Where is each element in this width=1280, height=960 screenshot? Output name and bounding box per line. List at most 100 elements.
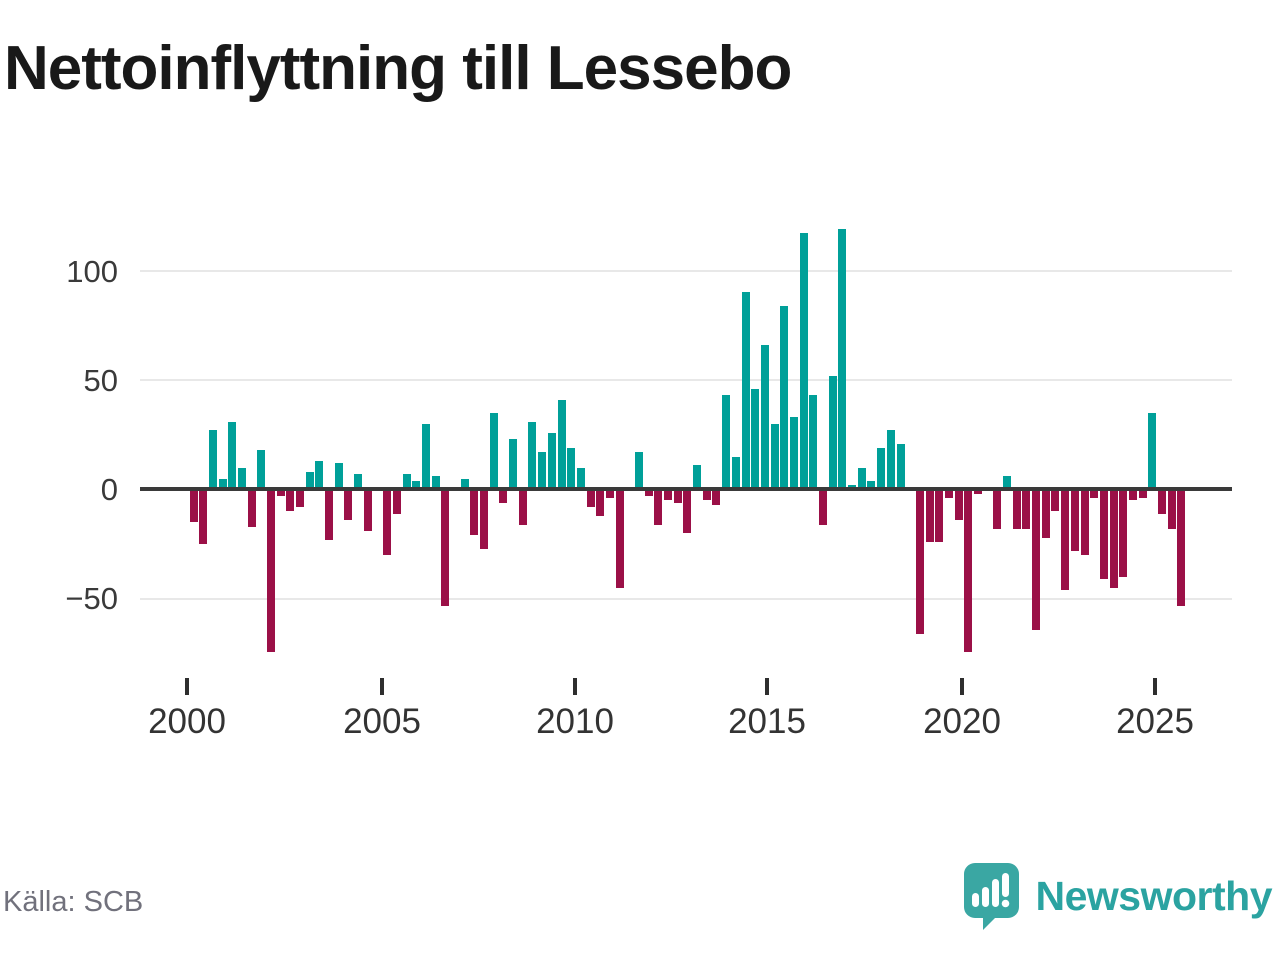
bar-chart-speech-bubble-icon bbox=[963, 863, 1019, 930]
bar-2016Q3 bbox=[828, 375, 837, 490]
y-tick-label-100: 100 bbox=[66, 254, 118, 289]
x-tick-label-2010: 2010 bbox=[536, 702, 614, 741]
bar-2012Q1 bbox=[654, 489, 663, 525]
bar-2010Q2 bbox=[586, 489, 595, 508]
bar-2002Q1 bbox=[266, 489, 275, 652]
bar-2007Q1 bbox=[460, 478, 469, 490]
bar-2005Q3 bbox=[402, 474, 411, 490]
bar-2005Q2 bbox=[392, 489, 401, 514]
bar-2016Q4 bbox=[838, 228, 847, 490]
x-tick-2015 bbox=[765, 678, 769, 695]
bar-2019Q2 bbox=[935, 489, 944, 543]
bar-2011Q4 bbox=[644, 489, 653, 497]
bar-2012Q2 bbox=[664, 489, 673, 501]
y-tick-label-50: 50 bbox=[83, 363, 118, 398]
bar-2024Q3 bbox=[1138, 489, 1147, 499]
bar-2023Q3 bbox=[1099, 489, 1108, 580]
bar-2018Q2 bbox=[896, 443, 905, 490]
x-tick-label-2005: 2005 bbox=[343, 702, 421, 741]
bar-2016Q2 bbox=[819, 489, 828, 525]
bar-2014Q1 bbox=[731, 456, 740, 490]
bar-2018Q1 bbox=[886, 430, 895, 490]
bar-2013Q3 bbox=[712, 489, 721, 505]
bar-2003Q4 bbox=[334, 463, 343, 490]
bar-2023Q2 bbox=[1090, 489, 1099, 499]
bar-2004Q2 bbox=[354, 474, 363, 490]
bar-2022Q4 bbox=[1070, 489, 1079, 551]
bar-2002Q4 bbox=[296, 489, 305, 508]
bar-2025Q3 bbox=[1177, 489, 1186, 606]
x-tick-2010 bbox=[573, 678, 577, 695]
bar-2015Q1 bbox=[770, 423, 779, 490]
bar-2000Q2 bbox=[199, 489, 208, 545]
bar-2023Q1 bbox=[1080, 489, 1089, 556]
bar-2019Q3 bbox=[944, 489, 953, 499]
bar-2003Q2 bbox=[315, 461, 324, 490]
bar-2017Q3 bbox=[867, 480, 876, 490]
bar-2010Q3 bbox=[596, 489, 605, 516]
bar-2011Q1 bbox=[615, 489, 624, 589]
bar-2020Q1 bbox=[964, 489, 973, 652]
bar-2007Q2 bbox=[470, 489, 479, 536]
bar-2017Q2 bbox=[857, 467, 866, 490]
y-tick-label-minus-50: −50 bbox=[65, 581, 118, 616]
bar-2019Q1 bbox=[925, 489, 934, 543]
bar-2022Q2 bbox=[1051, 489, 1060, 512]
bar-2013Q4 bbox=[722, 395, 731, 490]
bar-2009Q2 bbox=[547, 432, 556, 490]
bar-2024Q1 bbox=[1119, 489, 1128, 578]
x-tick-label-2020: 2020 bbox=[923, 702, 1001, 741]
x-tick-2000 bbox=[185, 678, 189, 695]
bar-2008Q1 bbox=[499, 489, 508, 503]
bar-2001Q3 bbox=[247, 489, 256, 527]
gridline-100 bbox=[140, 270, 1232, 272]
bar-2000Q3 bbox=[208, 430, 217, 490]
bar-2020Q2 bbox=[973, 489, 982, 494]
bar-2021Q1 bbox=[1003, 476, 1012, 490]
bar-2008Q3 bbox=[518, 489, 527, 525]
bar-2015Q2 bbox=[780, 305, 789, 490]
bar-2009Q1 bbox=[538, 452, 547, 490]
bar-2020Q4 bbox=[993, 489, 1002, 529]
bar-2003Q1 bbox=[305, 471, 314, 490]
x-tick-label-2000: 2000 bbox=[148, 702, 226, 741]
bar-2007Q3 bbox=[480, 489, 489, 549]
bar-2010Q1 bbox=[576, 467, 585, 490]
bar-2023Q4 bbox=[1109, 489, 1118, 589]
bar-2013Q1 bbox=[693, 465, 702, 490]
bar-2008Q4 bbox=[528, 421, 537, 490]
x-tick-label-2025: 2025 bbox=[1116, 702, 1194, 741]
newsworthy-wordmark: Newsworthy bbox=[1035, 872, 1273, 919]
bar-2012Q4 bbox=[683, 489, 692, 534]
x-tick-2005 bbox=[380, 678, 384, 695]
x-tick-label-2015: 2015 bbox=[728, 702, 806, 741]
bar-2014Q2 bbox=[741, 292, 750, 490]
chart-title: Nettoinflyttning till Lessebo bbox=[4, 34, 792, 103]
bar-2016Q1 bbox=[809, 395, 818, 490]
bar-2021Q3 bbox=[1022, 489, 1031, 529]
bar-2002Q3 bbox=[286, 489, 295, 512]
bar-2005Q4 bbox=[412, 480, 421, 490]
bar-2006Q2 bbox=[431, 476, 440, 490]
gridline-minus-50 bbox=[140, 598, 1232, 600]
y-tick-label-0: 0 bbox=[100, 472, 118, 507]
bar-2013Q2 bbox=[702, 489, 711, 501]
bar-2000Q1 bbox=[189, 489, 198, 523]
bar-2015Q3 bbox=[789, 417, 798, 490]
bar-2008Q2 bbox=[509, 439, 518, 490]
bar-2025Q1 bbox=[1158, 489, 1166, 514]
bar-2003Q3 bbox=[325, 489, 334, 540]
bar-2001Q2 bbox=[237, 467, 246, 490]
newsworthy-logo: Newsworthy bbox=[963, 862, 1273, 930]
bar-2019Q4 bbox=[954, 489, 963, 521]
bar-2015Q4 bbox=[799, 233, 808, 490]
bar-2005Q1 bbox=[383, 489, 392, 556]
bar-2014Q3 bbox=[751, 388, 760, 490]
bar-2024Q4 bbox=[1148, 412, 1157, 490]
bar-2025Q2 bbox=[1167, 489, 1176, 529]
bar-2021Q2 bbox=[1012, 489, 1021, 529]
bar-2000Q4 bbox=[218, 478, 227, 490]
bar-2017Q4 bbox=[877, 447, 886, 490]
bar-2004Q3 bbox=[363, 489, 372, 532]
